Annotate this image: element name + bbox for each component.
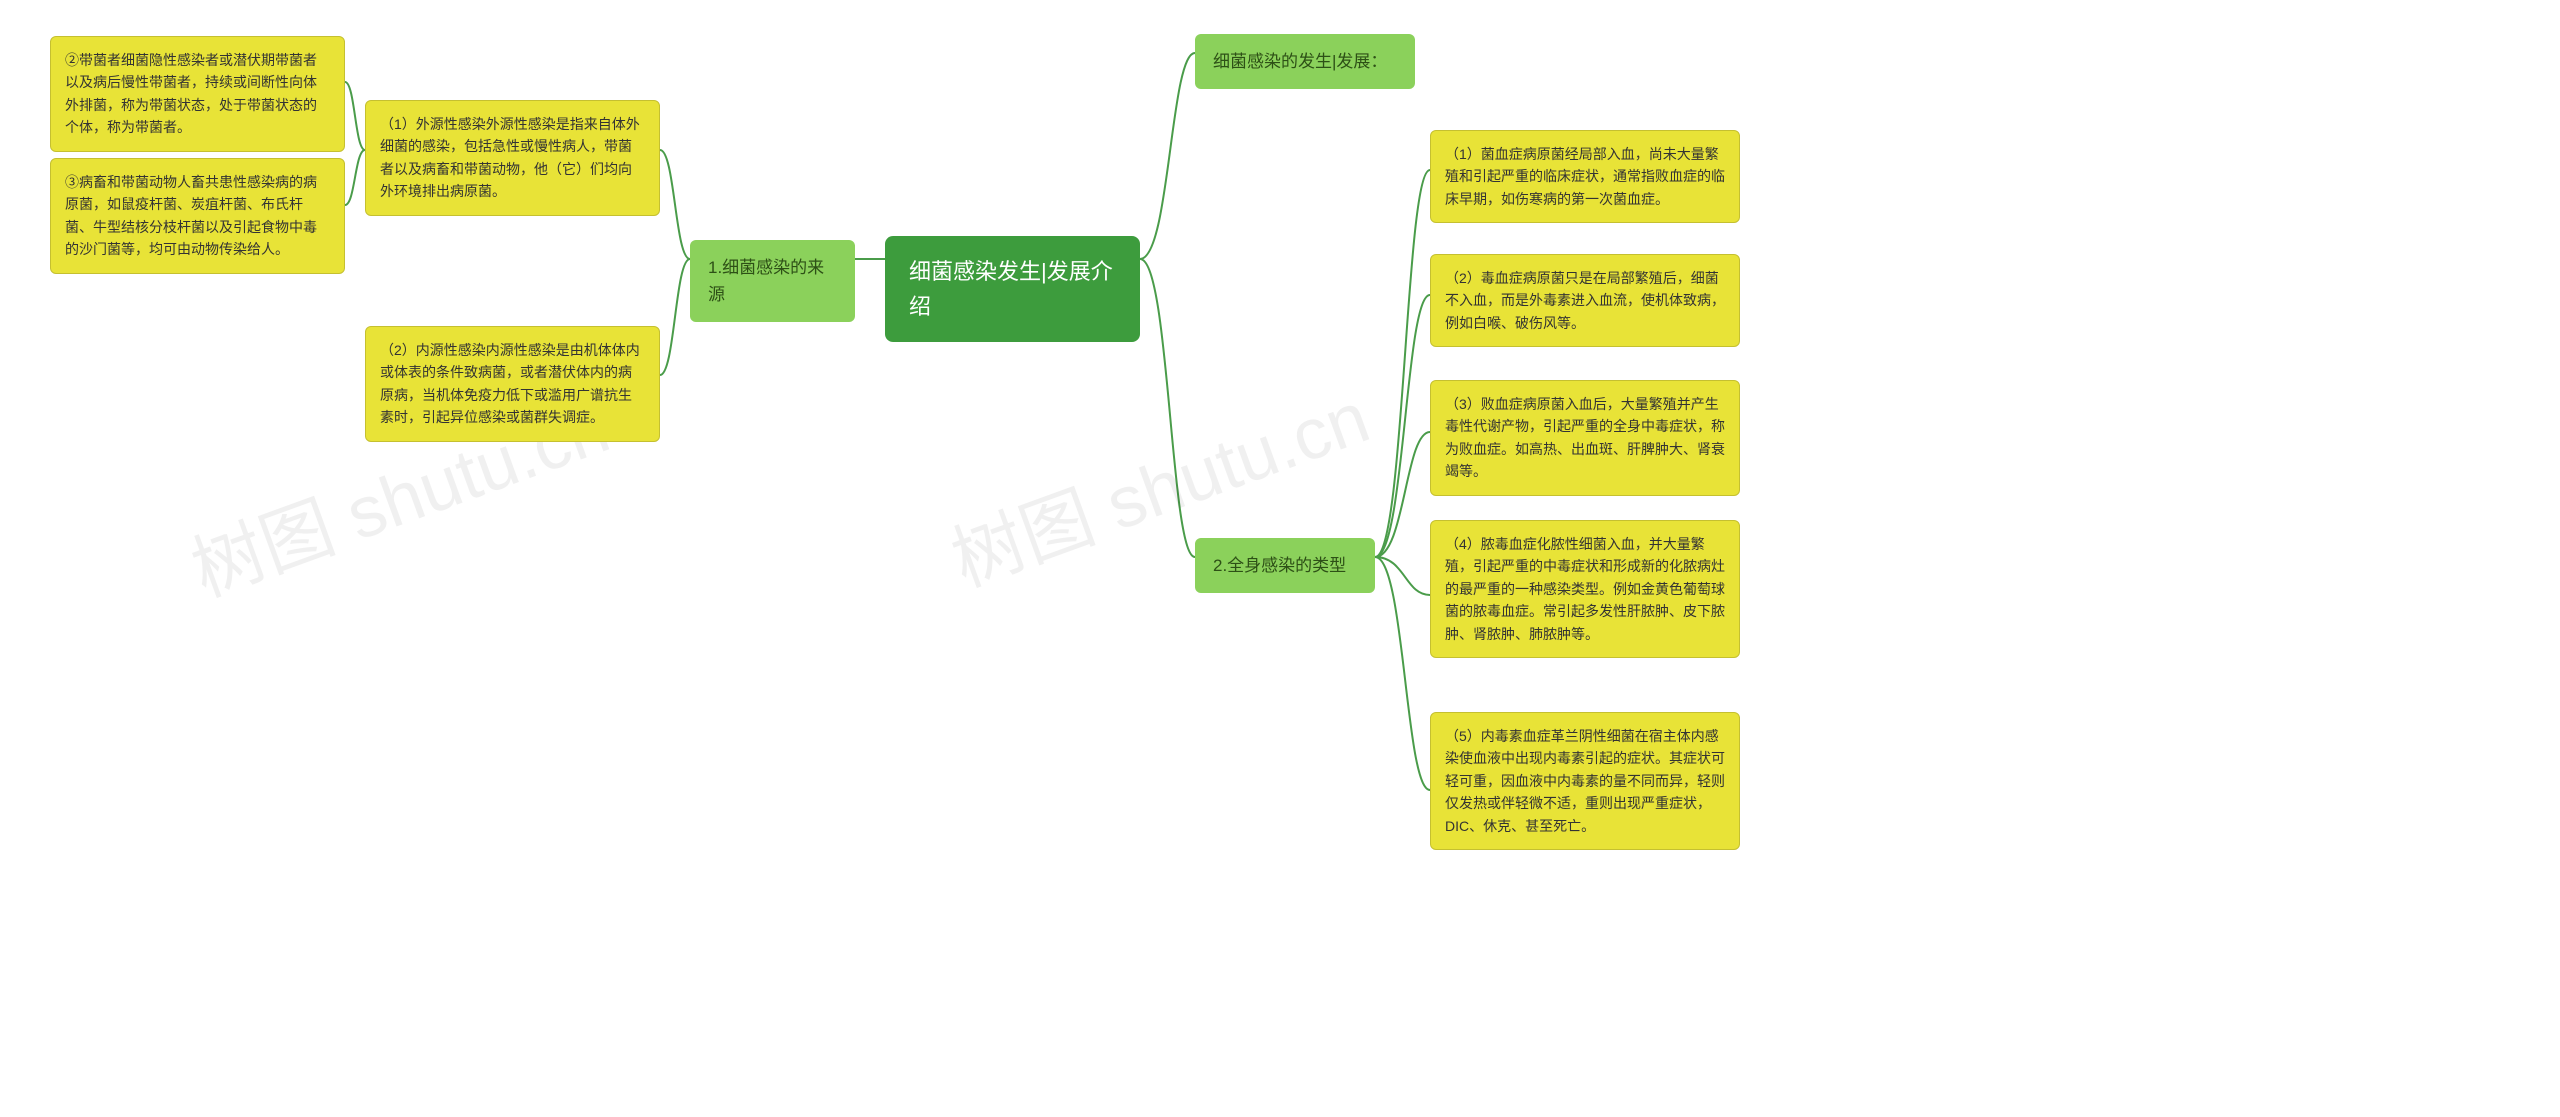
right-leaf-1[interactable]: （1）菌血症病原菌经局部入血，尚未大量繁殖和引起严重的临床症状，通常指败血症的临… <box>1430 130 1740 223</box>
left-leaf-a[interactable]: ②带菌者细菌隐性感染者或潜伏期带菌者以及病后慢性带菌者，持续或间断性向体外排菌，… <box>50 36 345 152</box>
right-leaf-2[interactable]: （2）毒血症病原菌只是在局部繁殖后，细菌不入血，而是外毒素进入血流，使机体致病，… <box>1430 254 1740 347</box>
right-leaf-4[interactable]: （4）脓毒血症化脓性细菌入血，并大量繁殖，引起严重的中毒症状和形成新的化脓病灶的… <box>1430 520 1740 658</box>
left-branch-1[interactable]: 1.细菌感染的来源 <box>690 240 855 322</box>
right-leaf-3[interactable]: （3）败血症病原菌入血后，大量繁殖并产生毒性代谢产物，引起严重的全身中毒症状，称… <box>1430 380 1740 496</box>
root-node[interactable]: 细菌感染发生|发展介绍 <box>885 236 1140 342</box>
right-leaf-5[interactable]: （5）内毒素血症革兰阴性细菌在宿主体内感染使血液中出现内毒素引起的症状。其症状可… <box>1430 712 1740 850</box>
left-sub1[interactable]: （1）外源性感染外源性感染是指来自体外细菌的感染，包括急性或慢性病人，带菌者以及… <box>365 100 660 216</box>
right-branch-2[interactable]: 2.全身感染的类型 <box>1195 538 1375 593</box>
right-branch-1[interactable]: 细菌感染的发生|发展： <box>1195 34 1415 89</box>
left-leaf-b[interactable]: ③病畜和带菌动物人畜共患性感染病的病原菌，如鼠疫杆菌、炭疽杆菌、布氏杆菌、牛型结… <box>50 158 345 274</box>
left-sub2[interactable]: （2）内源性感染内源性感染是由机体体内或体表的条件致病菌，或者潜伏体内的病原病，… <box>365 326 660 442</box>
